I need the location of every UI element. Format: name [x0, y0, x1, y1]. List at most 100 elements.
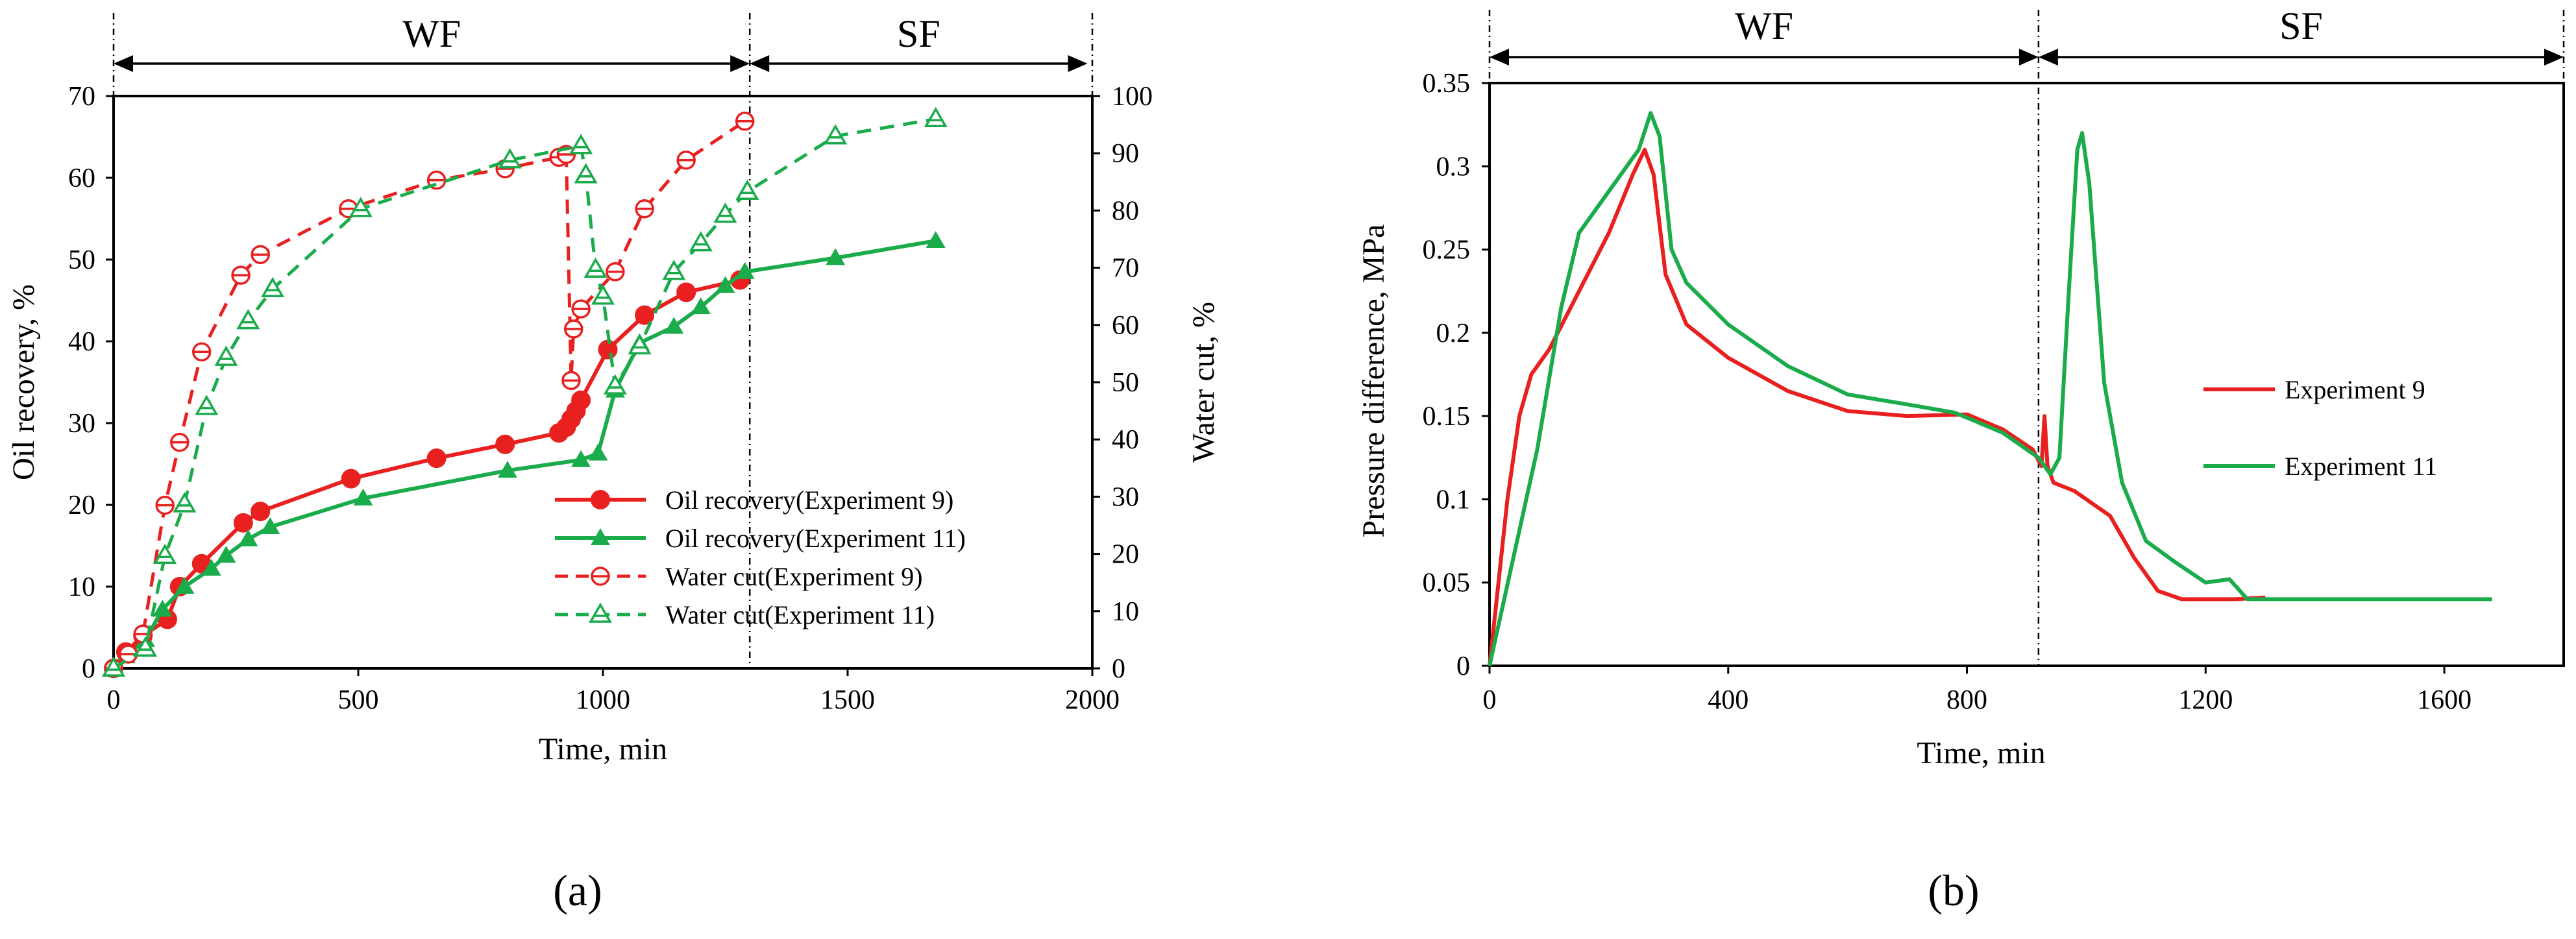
x-tick-label: 1000 [576, 685, 630, 715]
panel-label: (a) [553, 866, 602, 915]
data-point [353, 488, 373, 506]
data-point [191, 342, 212, 362]
data-point [426, 448, 447, 469]
series-2 [1488, 111, 2492, 666]
data-point [826, 248, 846, 265]
x-tick-label: 0 [1483, 685, 1497, 715]
data-point [603, 374, 627, 395]
phase-arrow-head-left [114, 55, 133, 72]
data-point [591, 284, 615, 305]
data-point [173, 492, 197, 513]
data-point [926, 231, 946, 249]
legend-swatch-marker [591, 490, 610, 509]
data-point [571, 299, 591, 319]
data-point-tri [214, 345, 238, 366]
y-tick-label: 0.3 [1436, 152, 1471, 182]
phase-label: SF [2279, 5, 2323, 47]
data-point-tri [628, 334, 652, 355]
data-point [735, 262, 755, 279]
x-tick-label: 0 [107, 685, 121, 715]
data-point [497, 461, 517, 478]
data-point [251, 245, 270, 265]
data-point [251, 502, 271, 522]
panel-label: (b) [1928, 866, 1979, 915]
x-tick-label: 500 [338, 685, 379, 715]
y2-tick-label: 30 [1112, 482, 1139, 512]
legend: Experiment 9 Experiment 11 [2203, 375, 2437, 481]
data-point [175, 577, 195, 594]
phase-arrow-head-right [2018, 49, 2039, 66]
data-point-tri [133, 636, 158, 657]
data-point [170, 432, 190, 452]
data-point [662, 260, 686, 280]
data-point-tri [591, 284, 615, 305]
data-point [735, 179, 759, 201]
data-point-tri [195, 395, 219, 415]
x-axis-label: Time, min [539, 732, 667, 766]
phase-label: WF [402, 12, 461, 55]
y2-axis-label: Water cut, % [1186, 302, 1221, 463]
data-point [689, 231, 713, 252]
series-1 [104, 270, 750, 678]
data-point-tri [236, 309, 260, 330]
legend-swatch-marker-tri [588, 602, 613, 623]
data-point-tri [583, 257, 607, 278]
data-point [214, 345, 238, 366]
data-point [635, 305, 655, 325]
phase-arrow-head-right [730, 55, 750, 72]
y-tick-label: 0.1 [1436, 485, 1471, 515]
x-tick-label: 1600 [2417, 685, 2472, 715]
legend-swatch-marker [588, 602, 613, 623]
data-point [195, 395, 219, 415]
legend-label: Experiment 9 [2285, 375, 2425, 404]
data-point [261, 276, 285, 297]
data-point [201, 559, 221, 576]
y2-tick-label: 40 [1112, 425, 1139, 455]
phase-arrow-head-left [1490, 49, 1509, 66]
y-tick-label: 0.15 [1423, 402, 1471, 432]
data-point [153, 600, 173, 617]
data-point [498, 148, 522, 169]
data-point [606, 262, 625, 282]
legend-label: Water cut(Experiment 11) [665, 600, 935, 629]
phase-arrow-head-left [2038, 49, 2058, 66]
x-tick-label: 800 [1946, 685, 1987, 715]
data-point-tri [735, 179, 759, 201]
data-point [569, 134, 593, 154]
legend-label: Water cut(Experiment 9) [665, 562, 923, 591]
data-point [133, 636, 158, 657]
data-point [824, 124, 848, 145]
data-point-tri [101, 656, 126, 677]
y-tick-label: 0 [82, 654, 95, 684]
x-tick-label: 1500 [820, 685, 875, 715]
data-point [574, 163, 598, 184]
legend-swatch-marker [591, 567, 610, 586]
y2-tick-label: 60 [1112, 311, 1139, 341]
data-point-tri [603, 374, 627, 395]
data-point [588, 443, 608, 461]
y-tick-label: 40 [68, 327, 95, 357]
phase-arrow-head-right [1068, 55, 1088, 72]
y-tick-label: 0 [1456, 652, 1470, 681]
x-tick-label: 1200 [2178, 685, 2233, 715]
y2-tick-label: 80 [1112, 196, 1139, 226]
data-point [583, 257, 607, 278]
y-tick-label: 0.05 [1423, 568, 1471, 598]
data-point [155, 495, 175, 515]
series-1 [1488, 147, 2266, 666]
data-point [676, 151, 696, 170]
series-line [112, 117, 937, 670]
data-point [153, 543, 177, 564]
y-tick-label: 0.25 [1423, 236, 1471, 265]
panel-b: 0 400 800 1200 1600 0 0.05 0.1 0.15 0.2 0.25 0.3 0.3… [1356, 5, 2565, 915]
legend-label: Oil recovery(Experiment 11) [665, 524, 966, 553]
y2-tick-label: 70 [1112, 254, 1139, 284]
data-point-tri [662, 260, 686, 280]
y2-tick-label: 90 [1112, 139, 1139, 169]
series-4 [101, 106, 948, 677]
data-point-tri [261, 276, 285, 297]
phase-arrow-head-right [2544, 49, 2564, 66]
data-point [635, 199, 654, 219]
y2-tick-label: 50 [1112, 368, 1139, 398]
